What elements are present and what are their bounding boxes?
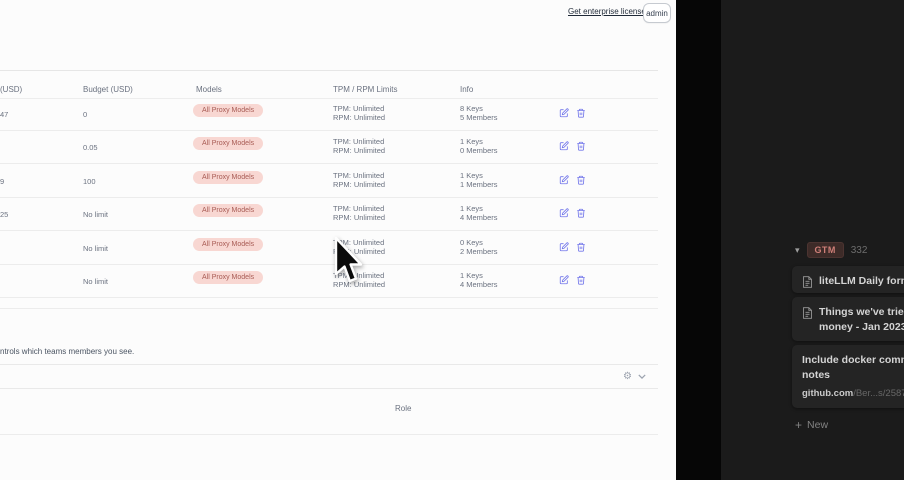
collapse-group-icon[interactable]: ▾ (795, 244, 800, 255)
group-tag[interactable]: GTM (806, 242, 844, 258)
chevron-down-icon (638, 374, 646, 379)
board-group-header: ▾ GTM 332 (795, 242, 867, 258)
delete-team-button[interactable] (576, 208, 586, 218)
info-value: 1 Keys 0 Members (460, 137, 498, 155)
table-row: No limit All Proxy Models TPM: Unlimited… (0, 231, 658, 265)
card-title: Include docker commanotes (802, 354, 904, 381)
role-column-header: Role (395, 404, 412, 413)
models-badge: All Proxy Models (193, 204, 264, 217)
teams-note-text: ntrols which teams members you see. (0, 347, 135, 356)
edit-icon (559, 106, 569, 121)
budget-value: 0.05 (83, 143, 98, 152)
spend-value: 47 (0, 110, 9, 119)
budget-value: No limit (83, 210, 109, 219)
trash-icon (576, 173, 586, 188)
organization-select[interactable]: ⚙ (0, 364, 658, 389)
edit-icon (559, 240, 569, 255)
trash-icon (576, 139, 586, 154)
table-header-row: (USD) Budget (USD) Models TPM / RPM Limi… (0, 70, 658, 99)
admin-user-button[interactable]: admin (643, 3, 671, 23)
edit-icon (559, 139, 569, 154)
budget-value: 100 (83, 177, 96, 186)
plus-icon: + (795, 418, 803, 432)
admin-dashboard: Get enterprise license admin (USD) Budge… (0, 3, 671, 435)
delete-team-button[interactable] (576, 108, 586, 118)
models-badge: All Proxy Models (193, 238, 264, 251)
table-row: 9 100 All Proxy Models TPM: Unlimited RPM… (0, 164, 658, 198)
board-card[interactable]: liteLLM Daily forma (792, 266, 904, 293)
delete-team-button[interactable] (576, 242, 586, 252)
section-divider (0, 434, 658, 435)
delete-team-button[interactable] (576, 141, 586, 151)
edit-icon (559, 206, 569, 221)
info-value: 8 Keys 5 Members (460, 104, 498, 122)
budget-value: No limit (83, 244, 109, 253)
limits-value: TPM: Unlimited RPM: Unlimited (333, 104, 386, 122)
limits-value: TPM: Unlimited RPM: Unlimited (333, 238, 386, 256)
spend-value: 25 (0, 210, 9, 219)
trash-icon (576, 106, 586, 121)
models-badge: All Proxy Models (193, 104, 264, 117)
edit-team-button[interactable] (559, 208, 569, 218)
column-header-spend: (USD) (0, 85, 23, 94)
trash-icon (576, 273, 586, 288)
document-icon (802, 275, 813, 293)
table-row: No limit All Proxy Models TPM: Unlimited… (0, 264, 658, 298)
column-header-models: Models (196, 85, 222, 94)
delete-team-button[interactable] (576, 175, 586, 185)
board-card[interactable]: Things we've tried money - Jan 2023 (792, 297, 904, 341)
info-value: 0 Keys 2 Members (460, 238, 498, 256)
budget-value: No limit (83, 277, 109, 286)
edit-team-button[interactable] (559, 275, 569, 285)
budget-value: 0 (83, 110, 88, 119)
limits-value: TPM: Unlimited RPM: Unlimited (333, 204, 386, 222)
document-icon (802, 306, 813, 324)
notion-board-panel (721, 0, 904, 480)
edit-team-button[interactable] (559, 175, 569, 185)
edit-team-button[interactable] (559, 108, 569, 118)
limits-value: TPM: Unlimited RPM: Unlimited (333, 137, 386, 155)
edit-icon (559, 273, 569, 288)
gear-icon: ⚙ (623, 370, 632, 382)
models-badge: All Proxy Models (193, 171, 264, 184)
trash-icon (576, 206, 586, 221)
edit-team-button[interactable] (559, 141, 569, 151)
limits-value: TPM: Unlimited RPM: Unlimited (333, 271, 386, 289)
table-row: 47 0 All Proxy Models TPM: Unlimited RPM:… (0, 97, 658, 131)
new-card-button[interactable]: + New (795, 418, 829, 432)
models-badge: All Proxy Models (193, 271, 264, 284)
card-link[interactable]: github.com/Ber...s/2587 (802, 388, 904, 399)
column-header-info: Info (460, 85, 474, 94)
table-bottom-divider (0, 308, 658, 309)
info-value: 1 Keys 1 Members (460, 171, 498, 189)
delete-team-button[interactable] (576, 275, 586, 285)
spend-value: 9 (0, 177, 5, 186)
column-header-budget: Budget (USD) (83, 85, 133, 94)
table-row: 25 No limit All Proxy Models TPM: Unlimi… (0, 197, 658, 231)
trash-icon (576, 240, 586, 255)
group-count: 332 (850, 244, 868, 256)
edit-icon (559, 173, 569, 188)
table-row: 0.05 All Proxy Models TPM: Unlimited RPM:… (0, 130, 658, 164)
board-card[interactable]: Include docker commanotes github.com/Ber… (792, 345, 904, 408)
edit-team-button[interactable] (559, 242, 569, 252)
card-title: Things we've tried money - Jan 2023 (819, 306, 904, 333)
enterprise-license-link[interactable]: Get enterprise license (568, 7, 646, 16)
limits-value: TPM: Unlimited RPM: Unlimited (333, 171, 386, 189)
info-value: 1 Keys 4 Members (460, 271, 498, 289)
card-title: liteLLM Daily forma (819, 275, 904, 287)
window-gap-strip (676, 0, 721, 480)
models-badge: All Proxy Models (193, 137, 264, 150)
info-value: 1 Keys 4 Members (460, 204, 498, 222)
column-header-limits: TPM / RPM Limits (333, 85, 398, 94)
